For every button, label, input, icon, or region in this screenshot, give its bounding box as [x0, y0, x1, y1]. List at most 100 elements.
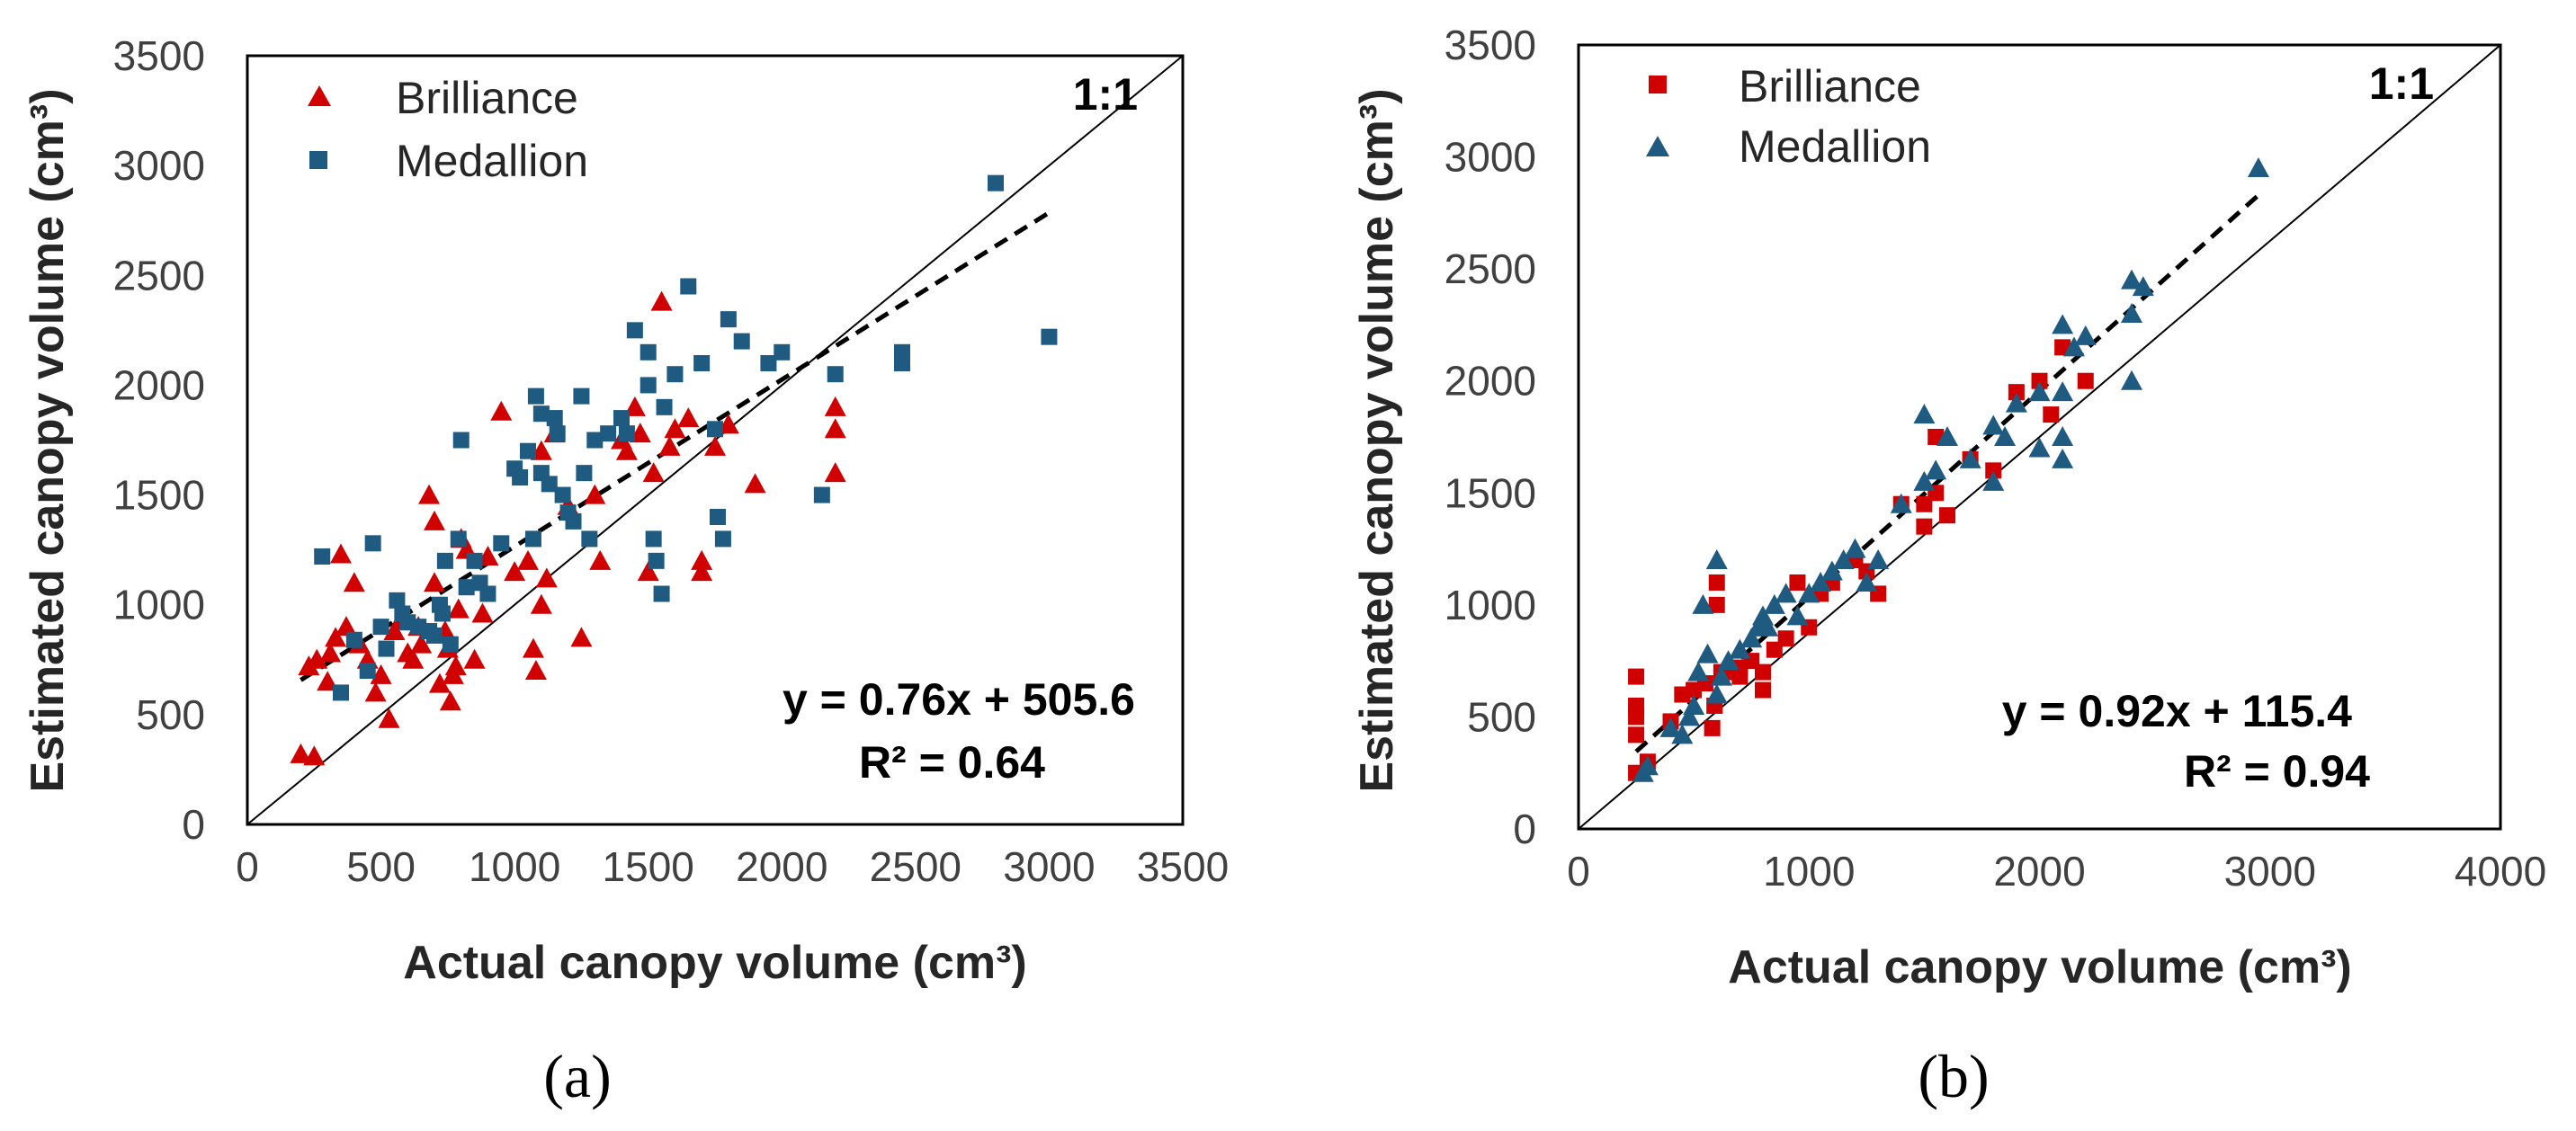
data-point-medallion [1844, 538, 1866, 558]
data-point-brilliance [744, 473, 766, 494]
data-point-brilliance [306, 648, 328, 669]
data-point-brilliance [1704, 719, 1721, 736]
data-point-medallion [2028, 381, 2051, 402]
y-tick-label: 2000 [113, 361, 205, 408]
y-tick-label: 2500 [1445, 245, 1536, 292]
data-point-medallion [1683, 694, 1705, 715]
trendline [300, 210, 1051, 682]
x-tick-label: 2500 [870, 843, 962, 890]
data-point-medallion [645, 530, 662, 548]
data-point-medallion [549, 425, 566, 442]
data-point-brilliance [637, 561, 659, 582]
legend-marker-brilliance [1649, 76, 1667, 94]
data-point-brilliance [1789, 574, 1806, 591]
data-point-medallion [626, 322, 643, 339]
data-point-medallion [450, 530, 467, 548]
x-tick-label: 1500 [603, 843, 694, 890]
data-point-brilliance [1755, 663, 1771, 681]
data-point-medallion [1729, 638, 1751, 659]
legend-marker-medallion [1646, 136, 1669, 156]
data-point-medallion [600, 425, 617, 442]
data-point-medallion [693, 355, 711, 371]
data-point-brilliance [535, 567, 558, 588]
y-tick-label: 0 [1513, 806, 1536, 852]
data-point-medallion [2052, 448, 2074, 468]
data-point-brilliance [490, 400, 513, 421]
data-point-brilliance [824, 418, 846, 439]
data-point-medallion [1705, 683, 1728, 704]
data-point-medallion [1687, 661, 1710, 681]
y-tick-label: 500 [136, 691, 205, 738]
y-tick-label: 3500 [1445, 22, 1536, 68]
data-point-brilliance [1985, 462, 2002, 479]
data-point-medallion [452, 432, 470, 449]
chart-panel-b: 0 500 1000 1500 2000 2500 3000 3500 0 1000 2000 30… [1351, 22, 2546, 1110]
data-point-medallion [640, 343, 657, 361]
data-point-medallion [527, 387, 544, 405]
data-point-medallion [1982, 414, 2005, 435]
data-point-brilliance [504, 561, 526, 582]
legend-label-medallion: Medallion [1739, 121, 1931, 172]
data-point-medallion [827, 366, 844, 383]
data-point-brilliance [2077, 372, 2094, 389]
data-point-medallion [2247, 157, 2269, 178]
data-point-brilliance [1628, 697, 1645, 714]
y-tick-label: 3500 [113, 32, 205, 79]
legend: Brilliance Medallion [308, 73, 588, 186]
data-point-medallion [573, 387, 590, 405]
data-point-brilliance [824, 396, 846, 416]
y-axis-title: Estimated canopy volume (cm³) [1351, 88, 1403, 792]
data-point-medallion [1810, 571, 1832, 592]
y-tick-labels: 0 500 1000 1500 2000 2500 3000 3500 [1445, 22, 1536, 852]
data-point-medallion [1763, 593, 1785, 614]
data-point-medallion [1692, 593, 1714, 614]
data-point-medallion [656, 398, 673, 415]
data-point-medallion [1913, 470, 1936, 491]
data-point-medallion [378, 640, 395, 657]
data-point-medallion [2052, 314, 2074, 334]
data-point-brilliance [418, 484, 441, 504]
data-point-brilliance [584, 484, 606, 504]
data-point-medallion [2074, 325, 2097, 345]
data-point-medallion [648, 552, 665, 569]
data-point-medallion [426, 627, 443, 644]
data-point-medallion [1936, 426, 1958, 446]
data-point-medallion [314, 548, 331, 565]
data-point-brilliance [530, 593, 552, 614]
data-point-medallion [532, 405, 550, 423]
data-point-brilliance [1628, 726, 1645, 744]
data-point-medallion [2132, 276, 2154, 297]
data-point-medallion [1867, 549, 1890, 570]
data-point-medallion [479, 585, 496, 602]
x-tick-labels: 0 500 1000 1500 2000 2500 3000 3500 [236, 843, 1229, 890]
data-point-brilliance [290, 743, 312, 763]
data-point-medallion [1636, 755, 1659, 776]
data-point-brilliance [1939, 507, 1955, 524]
data-point-brilliance [370, 663, 392, 684]
data-point-brilliance [522, 637, 544, 658]
data-point-brilliance [444, 655, 467, 676]
data-point-brilliance [589, 549, 612, 570]
x-tick-label: 2000 [1993, 848, 2085, 895]
data-point-medallion [1678, 706, 1700, 726]
data-point-medallion [576, 465, 593, 482]
data-point-medallion [512, 469, 529, 486]
data-point-medallion [546, 410, 563, 427]
data-point-medallion [2062, 336, 2085, 357]
data-point-medallion [389, 592, 406, 609]
data-point-brilliance [704, 435, 726, 456]
data-point-brilliance [1708, 596, 1725, 613]
x-axis-title: Actual canopy volume (cm³) [403, 937, 1026, 989]
data-point-brilliance [2043, 406, 2060, 423]
r-squared: R² = 0.64 [859, 737, 1045, 788]
y-tick-label: 3000 [1445, 134, 1536, 181]
data-point-brilliance [428, 672, 451, 693]
data-point-medallion [1913, 404, 1936, 424]
data-point-brilliance [824, 462, 846, 483]
data-point-medallion [554, 486, 571, 503]
data-point-brilliance [2031, 372, 2048, 389]
data-point-medallion [1757, 616, 1779, 637]
data-point-brilliance [330, 543, 352, 564]
data-point-medallion [565, 512, 582, 530]
